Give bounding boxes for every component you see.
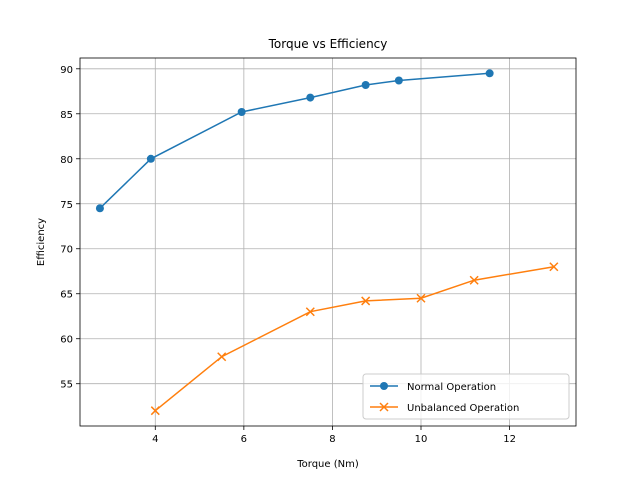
y-tick-label: 90 [60, 65, 73, 76]
data-point-unbalanced-operation [305, 307, 315, 317]
data-point-unbalanced-operation [416, 293, 426, 303]
legend-label-normal: Normal Operation [407, 382, 496, 393]
data-point-unbalanced-operation [469, 275, 479, 285]
data-point-normal-operation [394, 76, 403, 85]
y-tick-label: 80 [60, 155, 73, 166]
x-tick-label: 4 [152, 434, 158, 445]
data-point-normal-operation [485, 69, 494, 78]
series-layer [95, 69, 559, 416]
data-point-normal-operation [306, 93, 315, 102]
grid-lines [80, 58, 576, 426]
legend-box [362, 373, 570, 420]
data-point-unbalanced-operation [150, 406, 160, 416]
y-tick-label: 75 [60, 200, 73, 211]
data-point-normal-operation [237, 107, 246, 116]
y-tick-label: 65 [60, 290, 73, 301]
legend-label-unbalanced: Unbalanced Operation [407, 403, 519, 414]
series-line-normal-operation [99, 72, 490, 209]
x-tick-label: 6 [241, 434, 247, 445]
data-point-normal-operation [361, 80, 370, 89]
axis-ticks: 4 6 8 10 12 55 60 65 70 75 80 85 90 [60, 65, 516, 445]
data-point-normal-operation [95, 204, 104, 213]
data-point-unbalanced-operation [361, 296, 371, 306]
plot-area [79, 57, 577, 427]
y-axis-label: Efficiency [36, 218, 47, 266]
y-tick-label: 55 [60, 380, 73, 391]
y-tick-label: 70 [60, 245, 73, 256]
data-point-unbalanced-operation [549, 262, 559, 272]
x-axis-label: Torque (Nm) [296, 459, 359, 470]
y-tick-label: 60 [60, 335, 73, 346]
x-tick-label: 8 [329, 434, 335, 445]
x-tick-label: 10 [415, 434, 428, 445]
data-point-unbalanced-operation [217, 352, 227, 362]
x-tick-label: 12 [503, 434, 516, 445]
legend: Normal Operation Unbalanced Operation [362, 373, 570, 420]
legend-marker-normal [380, 382, 388, 390]
data-point-normal-operation [146, 154, 155, 163]
y-tick-label: 85 [60, 110, 73, 121]
legend-marker-unbalanced [379, 402, 389, 412]
chart-title: Torque vs Efficiency [268, 37, 388, 51]
